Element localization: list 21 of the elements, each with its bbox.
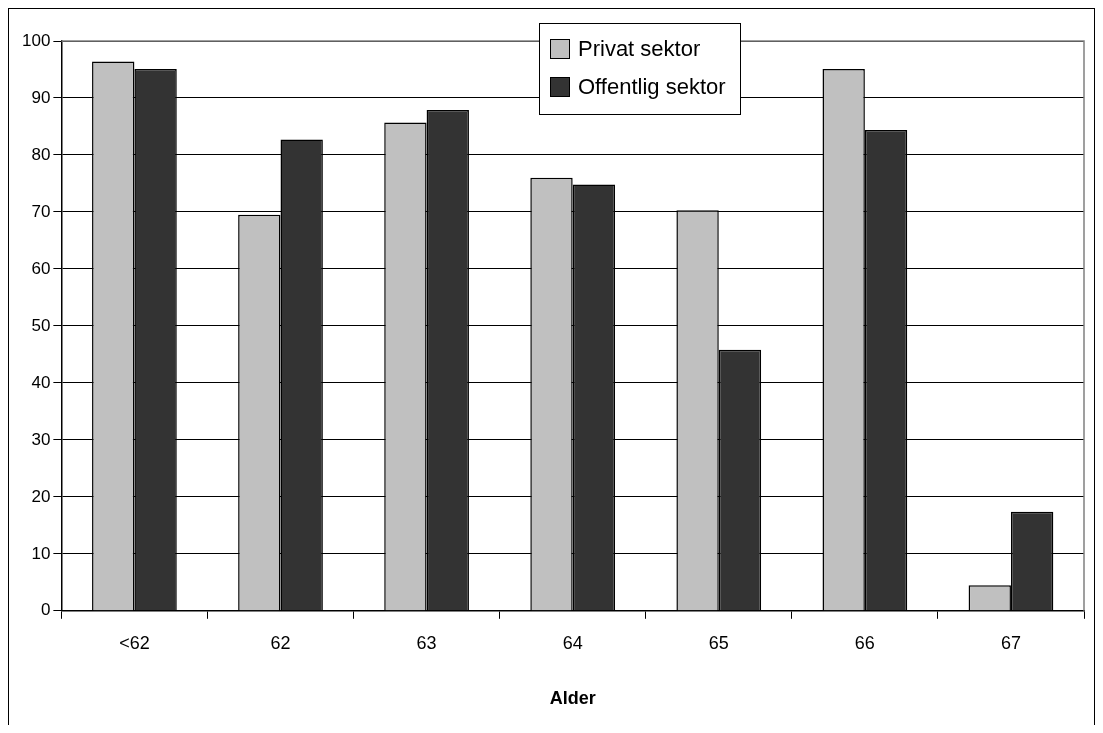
legend-label: Privat sektor: [578, 35, 701, 63]
y-tick-label: 70: [31, 201, 51, 221]
y-tick-label: 90: [31, 87, 51, 107]
y-tick-label: 80: [31, 144, 51, 164]
x-tick-label: 64: [562, 632, 583, 653]
x-tick-label: 66: [854, 632, 875, 653]
y-tick-label: 50: [31, 315, 51, 335]
x-tick-label: 65: [708, 632, 729, 653]
x-tick-label: <62: [119, 632, 150, 653]
y-tick-label: 30: [31, 429, 51, 449]
x-axis-title: Alder: [549, 688, 596, 709]
y-tick-label: 10: [31, 543, 51, 563]
y-tick-label: 40: [31, 372, 51, 392]
y-tick-label: 20: [31, 486, 51, 506]
legend-label: Offentlig sektor: [578, 73, 726, 101]
x-tick-label: 67: [1000, 632, 1021, 653]
y-tick-label: 60: [31, 258, 51, 278]
x-tick-label: 62: [270, 632, 291, 653]
y-tick-label: 100: [21, 30, 51, 50]
x-tick-label: 63: [416, 632, 437, 653]
y-tick-label: 0: [40, 600, 51, 620]
